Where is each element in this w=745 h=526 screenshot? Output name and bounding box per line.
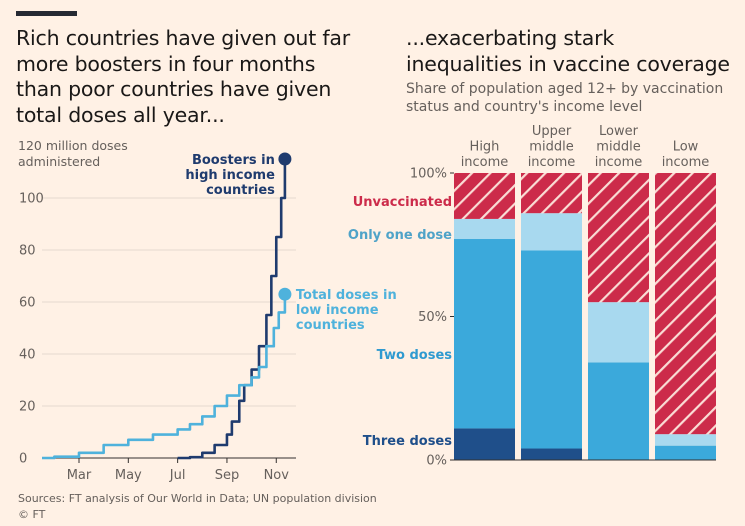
line-chart-series (42, 152, 292, 460)
line-chart-grid (42, 197, 296, 459)
bar-segment-three-doses (454, 428, 515, 460)
series-label: Only one dose (348, 228, 452, 243)
total-doses-annotation: low income (296, 303, 379, 318)
x-tick-label: May (115, 468, 142, 483)
ft-brand-bar (16, 11, 77, 16)
x-tick-label: Nov (264, 468, 290, 483)
left-y-unit-label: 120 million doses administered (18, 138, 128, 170)
bar-category-label: middle (529, 140, 573, 155)
bar-segment-unvaccinated (588, 173, 649, 303)
bar-y-tick-label: 100% (410, 167, 447, 182)
y-tick-label: 100 (19, 192, 44, 207)
series-label: Three doses (363, 434, 452, 449)
low-income-doses-line (42, 294, 287, 460)
bar-category-label: Lower (599, 124, 639, 139)
total-doses-annotation: Total doses in (296, 288, 397, 303)
series-label: Two doses (377, 348, 453, 363)
x-tick-label: Sep (215, 468, 240, 483)
copyright-note: © FT (18, 508, 46, 521)
y-unit-line-2: administered (18, 154, 101, 169)
right-chart-subtitle: Share of population aged 12+ by vaccinat… (406, 81, 724, 115)
line-chart-x-ticks: Mar May Jul Sep Nov (67, 458, 290, 483)
bar-segment-unvaccinated (655, 173, 716, 435)
boosters-endpoint (278, 152, 292, 166)
boosters-annotation: high income (185, 168, 275, 183)
bar-segment-unvaccinated (521, 173, 582, 214)
bar-segment-three-doses (521, 448, 582, 460)
bar-y-tick-label: 50% (418, 310, 447, 325)
x-tick-label: Mar (67, 468, 92, 483)
boosters-annotation: countries (206, 183, 275, 198)
source-note: Sources: FT analysis of Our World in Dat… (18, 492, 377, 505)
bar-segment-unvaccinated (454, 173, 515, 219)
series-label: Unvaccinated (353, 195, 452, 210)
stacked-bar-chart: 0%50%100%HighincomeUppermiddleincomeLowe… (348, 124, 716, 469)
bar-segment-two-doses (655, 445, 716, 460)
y-tick-label: 40 (19, 348, 36, 363)
bar-category-label: middle (596, 140, 640, 155)
y-unit-line-1: 120 million doses (18, 138, 128, 153)
x-tick-label: Jul (169, 468, 186, 483)
boosters-line (177, 159, 287, 460)
bar-category-label: income (528, 155, 576, 170)
bar-segment-only-one-dose (655, 434, 716, 446)
y-tick-label: 80 (19, 244, 36, 259)
bar-category-label: income (461, 155, 509, 170)
right-chart-title: ...exacerbating stark inequalities in va… (406, 26, 730, 76)
left-chart-title: Rich countries have given out far more b… (16, 26, 350, 127)
bar-category-label: Upper (532, 124, 572, 139)
bar-category-label: Low (673, 140, 699, 155)
bar-segment-only-one-dose (521, 213, 582, 251)
bar-segment-only-one-dose (454, 218, 515, 240)
y-tick-label: 20 (19, 400, 36, 415)
bar-segment-only-one-dose (588, 302, 649, 363)
y-tick-label: 60 (19, 296, 36, 311)
bar-segment-two-doses (588, 362, 649, 460)
bar-category-label: income (595, 155, 643, 170)
y-tick-label: 0 (19, 452, 27, 467)
bar-category-label: income (662, 155, 710, 170)
bar-category-label: High (470, 140, 500, 155)
line-chart-y-ticks: 0 20 40 60 80 100 (19, 192, 44, 467)
low-income-endpoint (278, 287, 292, 301)
bar-segment-two-doses (454, 239, 515, 429)
boosters-annotation: Boosters in (192, 153, 275, 168)
bar-segment-two-doses (521, 250, 582, 449)
bar-y-tick-label: 0% (426, 454, 447, 469)
total-doses-annotation: countries (296, 318, 365, 333)
